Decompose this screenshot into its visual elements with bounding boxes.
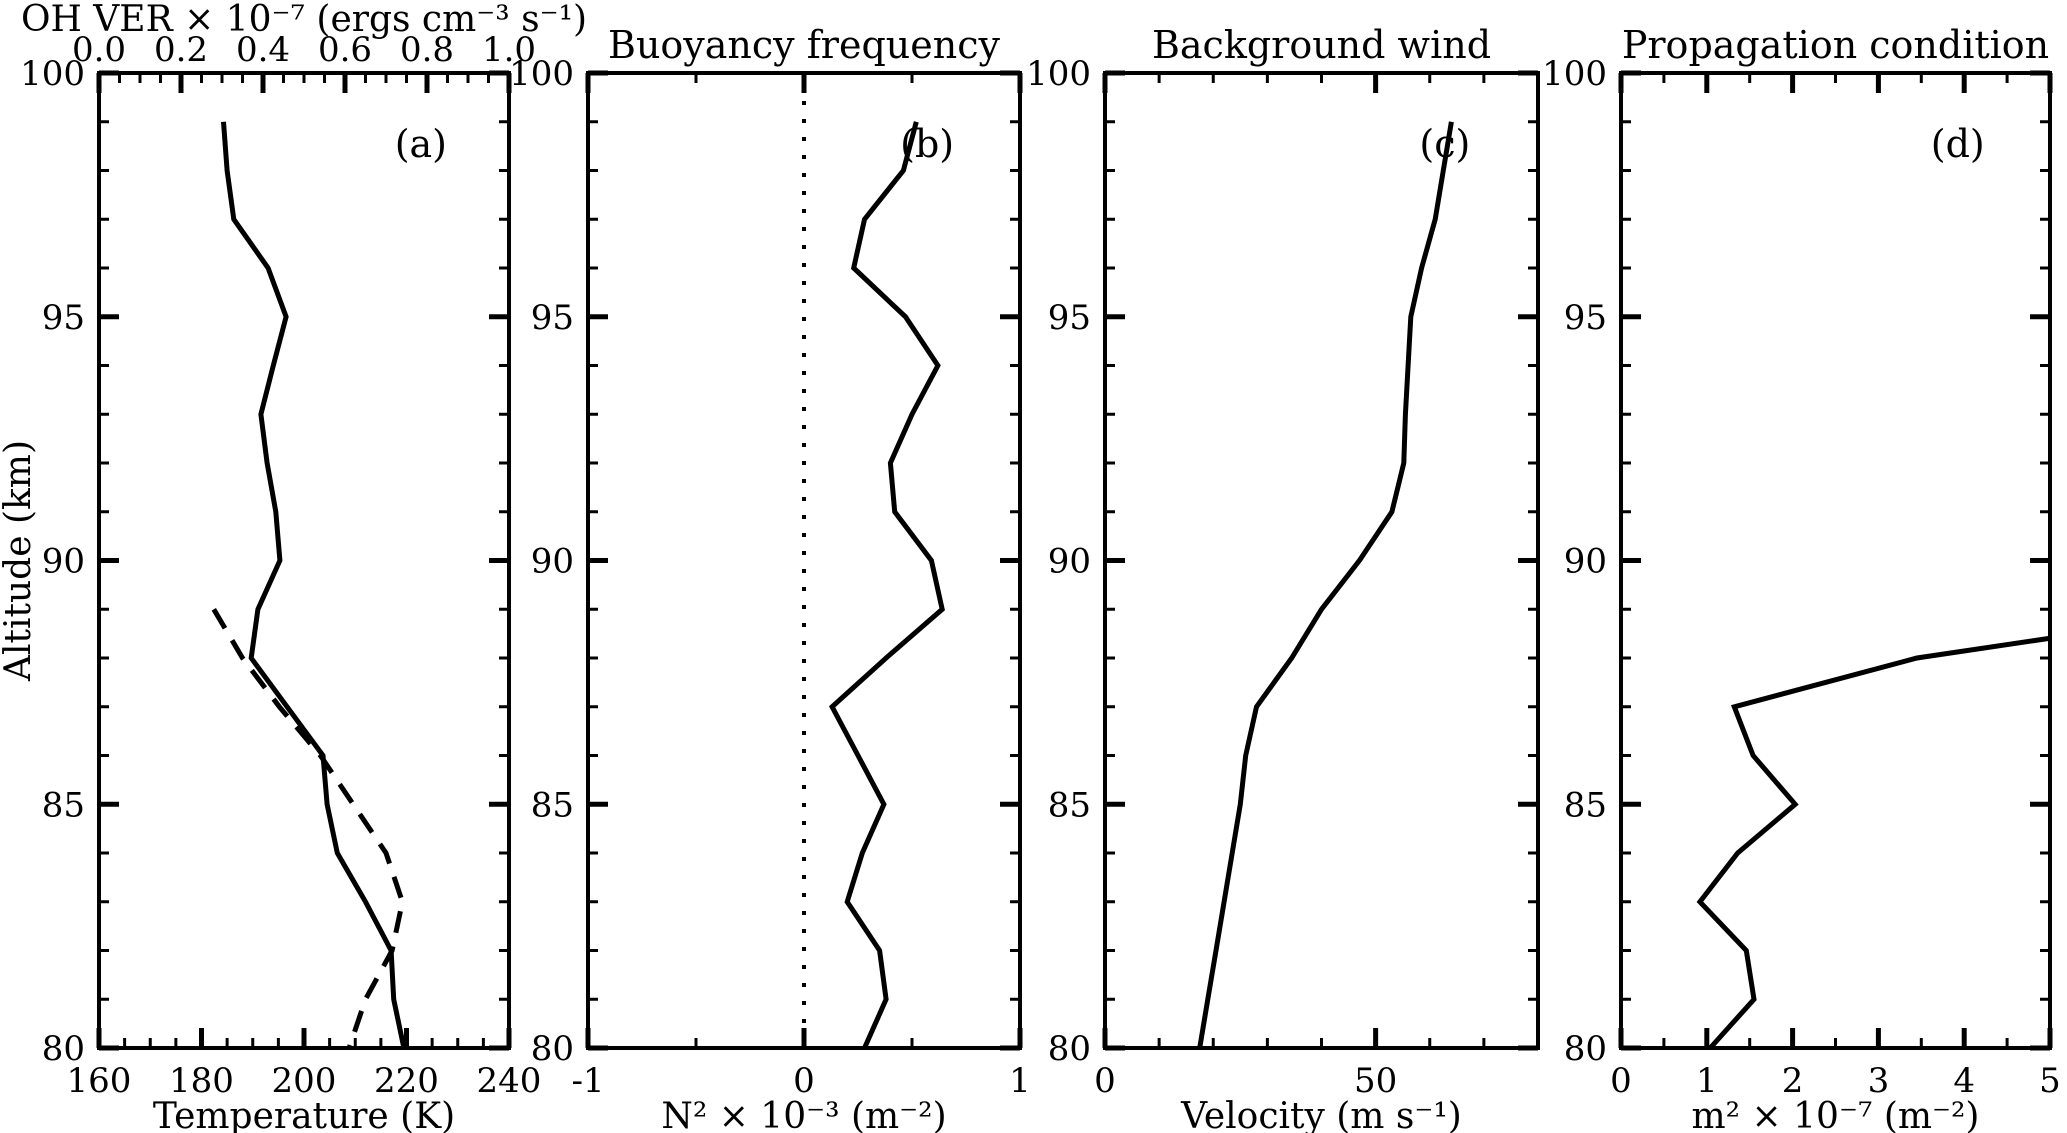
panel-letter-label: (c) <box>1419 122 1470 166</box>
x-tick-label: 2 <box>1782 1061 1804 1101</box>
x-tick-label: 1 <box>1696 1061 1718 1101</box>
x-tick-label: 5 <box>2039 1061 2061 1101</box>
y-tick-label: 100 <box>1026 54 1091 94</box>
x-axis-label: N² × 10⁻³ (m⁻²) <box>661 1096 946 1133</box>
panel-letter-label: (b) <box>900 122 954 166</box>
panel-c-frame <box>1103 71 1540 1050</box>
y-tick-label: 95 <box>531 298 574 338</box>
x-top-tick-label: 0.6 <box>318 30 372 70</box>
series-n_squared-line <box>828 121 945 1050</box>
x-tick-label: -1 <box>571 1061 604 1101</box>
series-m_squared-line <box>1696 636 2049 1050</box>
y-tick-label: 90 <box>1048 542 1091 582</box>
series-background_wind-line <box>1197 121 1454 1049</box>
y-tick-label: 90 <box>42 542 85 582</box>
x-axis-label: Temperature (K) <box>153 1096 455 1133</box>
x-tick-label: 0 <box>793 1061 815 1101</box>
x-tick-label: 4 <box>1953 1061 1975 1101</box>
y-tick-label: 80 <box>531 1029 574 1069</box>
x-top-axis-label: OH VER × 10⁻⁷ (ergs cm⁻³ s⁻¹) <box>21 0 587 40</box>
panel-d-frame <box>1619 71 2052 1050</box>
x-tick-label: 50 <box>1354 1061 1397 1101</box>
y-tick-label: 85 <box>42 785 85 825</box>
panel-letter-label: (d) <box>1931 122 1985 166</box>
x-tick-label: 220 <box>374 1061 439 1101</box>
series-oh_ver-line <box>211 608 405 1049</box>
y-tick-label: 100 <box>20 54 85 94</box>
y-tick-label: 80 <box>42 1029 85 1069</box>
y-tick-label: 85 <box>531 785 574 825</box>
x-tick-label: 0 <box>1094 1061 1116 1101</box>
x-tick-label: 160 <box>67 1061 132 1101</box>
x-top-tick-label: 0.8 <box>400 30 454 70</box>
y-tick-label: 100 <box>509 54 574 94</box>
y-tick-label: 90 <box>1564 542 1607 582</box>
y-tick-label: 85 <box>1564 785 1607 825</box>
y-tick-label: 80 <box>1048 1029 1091 1069</box>
x-top-tick-label: 0.2 <box>154 30 208 70</box>
y-tick-label: 95 <box>42 298 85 338</box>
x-tick-label: 200 <box>272 1061 337 1101</box>
panel-letter-label: (a) <box>395 122 447 166</box>
y-tick-label: 80 <box>1564 1029 1607 1069</box>
y-tick-label: 100 <box>1542 54 1607 94</box>
panel-title: Propagation condition <box>1622 23 2049 67</box>
x-tick-label: 3 <box>1868 1061 1890 1101</box>
y-tick-label: 90 <box>531 542 574 582</box>
x-tick-label: 1 <box>1009 1061 1031 1101</box>
x-tick-label: 0 <box>1610 1061 1632 1101</box>
series-temperature-line <box>221 121 407 1049</box>
altitude-axis-label: Altitude (km) <box>0 440 39 682</box>
x-tick-label: 240 <box>477 1061 542 1101</box>
x-top-tick-label: 0.4 <box>236 30 290 70</box>
x-top-tick-label: 0.0 <box>72 30 126 70</box>
panel-title: Background wind <box>1152 23 1491 67</box>
panel-b-frame <box>586 71 1022 1050</box>
x-tick-label: 180 <box>169 1061 234 1101</box>
y-tick-label: 85 <box>1048 785 1091 825</box>
y-tick-label: 95 <box>1048 298 1091 338</box>
x-top-tick-label: 1.0 <box>482 30 536 70</box>
panel-a-frame <box>97 71 511 1050</box>
panel-title: Buoyancy frequency <box>608 23 1000 67</box>
x-axis-label: m² × 10⁻⁷ (m⁻²) <box>1692 1096 1980 1133</box>
x-axis-label: Velocity (m s⁻¹) <box>1180 1096 1462 1133</box>
y-tick-label: 95 <box>1564 298 1607 338</box>
